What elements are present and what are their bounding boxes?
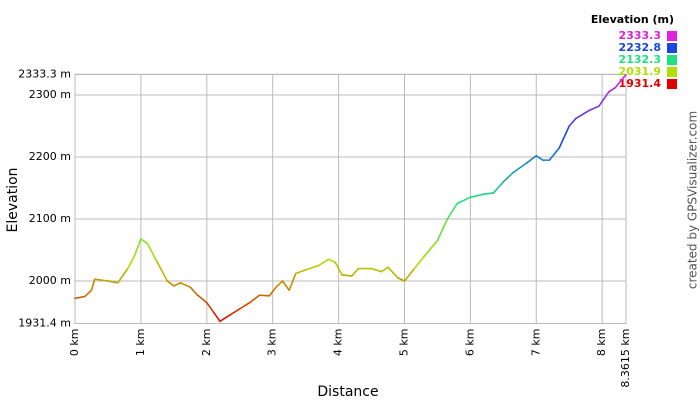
credit: created by GPSVisualizer.com <box>686 111 700 289</box>
elevation-segment <box>387 266 399 279</box>
elevation-segment <box>492 181 505 194</box>
legend-swatch <box>667 79 677 89</box>
elevation-segment <box>248 294 261 304</box>
legend-swatch <box>667 67 677 77</box>
elevation-segment <box>173 282 182 287</box>
elevation-segment <box>614 78 623 89</box>
elevation-segment <box>275 280 284 288</box>
elevation-segment <box>469 193 485 199</box>
elevation-segment <box>229 308 241 316</box>
legend-label: 1931.4 <box>619 77 662 90</box>
elevation-segment <box>575 109 590 120</box>
x-tick-label: 8 km <box>595 329 608 357</box>
elevation-segment <box>446 202 459 220</box>
elevation-segment <box>397 277 406 282</box>
elevation-segment <box>502 171 515 183</box>
elevation-segment <box>107 280 119 284</box>
elevation-segment <box>588 105 600 112</box>
y-tick-label: 2200 m <box>29 150 71 163</box>
elevation-segment <box>90 278 96 292</box>
legend-swatch <box>667 55 677 65</box>
x-tick-label: 2 km <box>200 329 213 357</box>
elevation-segment <box>558 125 571 149</box>
y-tick-label: 2333.3 m <box>18 67 71 80</box>
elevation-segment <box>189 286 198 296</box>
elevation-segment <box>512 162 528 174</box>
elevation-segment <box>219 314 231 323</box>
legend-swatch <box>667 31 677 41</box>
elevation-segment <box>238 301 251 310</box>
x-tick-label: 0 km <box>68 329 81 357</box>
elevation-segment <box>403 267 416 282</box>
elevation-segment <box>133 238 142 257</box>
elevation-segment <box>84 289 93 298</box>
legend-swatch <box>667 43 677 53</box>
elevation-segment <box>258 294 271 297</box>
elevation-segment <box>456 196 472 205</box>
elevation-segment <box>621 73 627 81</box>
elevation-segment <box>205 301 215 313</box>
x-tick-label: 6 km <box>463 329 476 357</box>
y-tick-label: 2000 m <box>29 274 71 287</box>
elevation-segment <box>288 272 297 292</box>
elevation-segment <box>413 255 426 270</box>
elevation-segment <box>482 192 495 196</box>
elevation-segment <box>294 269 307 275</box>
elevation-segment <box>436 218 449 242</box>
x-tick-label: 7 km <box>529 329 542 357</box>
x-tick-label: 4 km <box>332 329 345 357</box>
elevation-segment <box>212 311 221 323</box>
elevation-segment <box>126 255 136 270</box>
elevation-segment <box>140 238 149 245</box>
plot-area <box>74 73 627 325</box>
elevation-segment <box>74 295 86 300</box>
y-tick-label: 2100 m <box>29 212 71 225</box>
y-tick-label: 1931.4 m <box>18 317 71 330</box>
x-tick-label: 8.3615 km <box>619 329 632 388</box>
elevation-segment <box>568 117 577 127</box>
elevation-segment <box>350 267 360 277</box>
legend-title: Elevation (m) <box>591 13 674 26</box>
legend-label: 2333.3 <box>619 29 661 42</box>
x-axis-label: Distance <box>317 384 378 400</box>
x-tick-label: 1 km <box>134 329 147 357</box>
elevation-segment <box>327 258 337 264</box>
y-axis-label: Elevation <box>5 167 21 232</box>
elevation-segment <box>380 266 389 273</box>
elevation-segment <box>370 267 383 273</box>
elevation-segment <box>548 146 561 161</box>
elevation-segment <box>156 261 169 282</box>
elevation-segment <box>304 264 320 271</box>
y-tick-label: 2300 m <box>29 88 71 101</box>
elevation-segment <box>525 154 538 165</box>
legend-label: 2132.3 <box>619 53 661 66</box>
elevation-segment <box>423 239 439 257</box>
elevation-segment <box>146 242 159 264</box>
elevation-segment <box>334 261 343 276</box>
elevation-segment <box>607 86 617 93</box>
x-tick-label: 5 km <box>397 329 410 357</box>
elevation-segment <box>281 280 290 292</box>
elevation-segment <box>268 286 277 297</box>
elevation-segment <box>535 154 544 161</box>
elevation-segment <box>341 273 353 277</box>
elevation-segment <box>117 267 129 284</box>
legend-label: 2031.9 <box>619 65 661 78</box>
legend-label: 2232.8 <box>619 41 661 54</box>
elevation-segment <box>179 282 192 288</box>
elevation-segment <box>196 293 208 304</box>
elevation-segment <box>166 280 175 287</box>
elevation-segment <box>318 258 330 267</box>
elevation-segment <box>598 91 610 107</box>
x-tick-label: 3 km <box>266 329 279 357</box>
elevation-segment <box>93 278 109 282</box>
